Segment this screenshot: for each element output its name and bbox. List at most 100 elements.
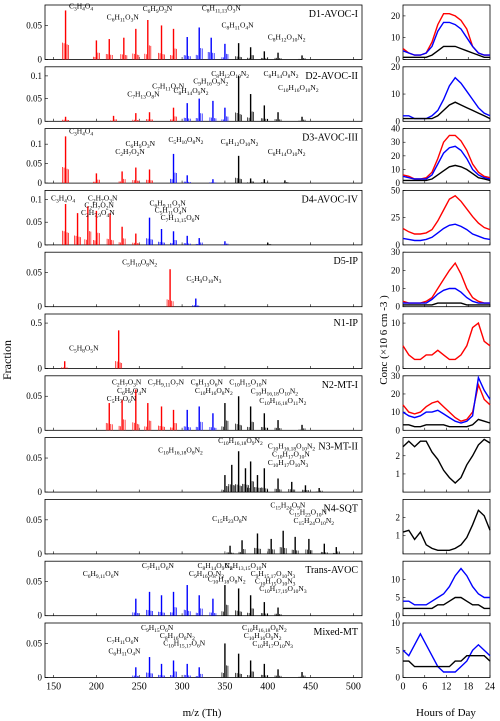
y-tick-label: 0.05 <box>26 515 42 525</box>
peak-label: C8H16O8N2 <box>160 631 195 642</box>
ts-y-tick-label: 10 <box>391 407 401 417</box>
diurnal-series-blue <box>402 145 491 180</box>
peak-label: C6H9O3N <box>126 139 156 150</box>
panel-title: N1-IP <box>334 318 359 329</box>
y-tick-label: 0 <box>38 611 43 621</box>
peak-label: C9H15,17O10N3 <box>251 569 296 580</box>
peak-label: C8H13O6N <box>191 378 224 389</box>
ts-y-tick-label: 5 <box>396 645 401 655</box>
y-tick-label: 0 <box>38 55 43 65</box>
peak-label: C5H7O6N <box>107 394 137 405</box>
x-tick-label-hour: 0 <box>401 682 406 693</box>
diurnal-series-blue <box>402 375 491 424</box>
x-tick-label-mz: 300 <box>175 682 190 693</box>
peak-label: C10H16,18O8N2 <box>158 446 203 457</box>
ts-y-tick-label: 25 <box>391 213 401 223</box>
peak-label: C5H11O4N <box>155 206 188 217</box>
ts-y-tick-label: 10 <box>391 89 401 99</box>
peak-label: C7H13,15O6N <box>161 213 201 224</box>
peak-label: C6H11O4N <box>108 647 141 658</box>
diurnal-series-blue <box>402 223 491 242</box>
y-tick-label: 0.05 <box>26 577 42 587</box>
peak-label: C3H4O4 <box>69 126 93 137</box>
peak-label: C7H13O8N <box>127 89 160 100</box>
diurnal-series-black <box>403 596 490 610</box>
ts-y-tick-label: 10 <box>391 574 401 584</box>
y-tick-label: 0 <box>38 673 43 683</box>
diurnal-series-blue <box>403 567 490 606</box>
x-tick-label-mz: 400 <box>260 682 275 693</box>
peak-label: C10H16O9N2 <box>244 631 282 642</box>
x-tick-label-mz: 200 <box>89 682 104 693</box>
peak-label: C9H16O8N2 <box>189 569 224 580</box>
ts-y-tick-label: 0 <box>396 673 401 683</box>
ts-y-tick-label: 0 <box>396 178 401 188</box>
timeseries-frame <box>402 622 491 678</box>
ts-y-tick-label: 0 <box>396 240 401 250</box>
panel-title: D3-AVOC-III <box>302 133 358 144</box>
panel-title: D5-IP <box>334 256 359 267</box>
spectrum-frame <box>44 560 363 617</box>
timeseries-frame <box>402 251 491 308</box>
diurnal-series-red <box>402 321 491 361</box>
peak-label: C10H15O10N3 <box>255 577 296 588</box>
panel-title: D4-AVOC-IV <box>302 194 359 205</box>
panel-trans-avoc: 0 0.05 C7H11O6N C6H9,11O6N C8H14O9N2C8H13,15… <box>26 560 491 621</box>
ts-y-tick-label: 20 <box>391 151 401 161</box>
panel-title: N3-MT-II <box>318 442 358 453</box>
peak-label: C10H15,17O6N <box>163 638 205 649</box>
peak-label: C15H24O10N2 <box>293 516 334 527</box>
y-tick-label: 0.05 <box>26 453 42 463</box>
diurnal-series-black <box>402 509 491 551</box>
y-tick-label: 0.05 <box>26 159 42 169</box>
peak-label: C8H12O10N2 <box>221 137 259 148</box>
panel-n3-mt-ii: 0 0.05 C10H16,18O9N2 C10H16,18O8N2 C10H16,18… <box>26 436 491 497</box>
y-tick-label: 0.1 <box>31 194 42 204</box>
peak-label: C10H17,19O10N3 <box>259 584 307 595</box>
panel-title: N4-SQT <box>324 503 358 514</box>
diurnal-series-black <box>403 302 490 306</box>
y-tick-label: 0.1 <box>31 139 42 149</box>
ts-y-tick-label: 2 <box>396 513 401 523</box>
y-tick-label: 0 <box>38 240 43 250</box>
y-axis-title-conc: Conc (×10 6 cm -3 ) <box>378 295 390 385</box>
diurnal-series-black <box>403 101 491 120</box>
y-tick-label: 0 <box>38 425 43 435</box>
spectrum-frame <box>44 313 363 369</box>
panel-mixed-mt: 00.05 C7H11O6NC6H11O4NC9H15O6NC8H16O8N2C1… <box>26 618 491 683</box>
diurnal-series-red <box>402 134 491 180</box>
x-tick-label-hour: 24 <box>485 682 495 693</box>
timeseries-frame <box>402 189 491 246</box>
timeseries-frame <box>402 560 491 617</box>
ts-y-tick-label: 10 <box>391 33 401 43</box>
ts-y-tick-label: 20 <box>391 11 401 21</box>
shared-axes-group: m/z (Th) Hours of Day Fraction Conc (×10… <box>0 295 476 719</box>
peak-label: C9H15O6N <box>141 623 174 634</box>
peak-label: C7H11O6N <box>107 635 140 646</box>
peak-label: C2H7O3N <box>88 193 118 204</box>
x-tick-label-mz: 150 <box>46 682 61 693</box>
peak-label: C6H9,11O3N <box>150 198 187 209</box>
panel-n1-ip: 0 0.5 C5H8O5N N1-IP 0 10 <box>31 313 491 374</box>
panel-title: D1-AVOC-I <box>309 9 358 20</box>
y-tick-label: 0.5 <box>31 318 43 328</box>
peak-label: C7H11O7N <box>152 82 185 93</box>
peak-label: C10H17O10N3 <box>268 458 309 469</box>
x-tick-label-mz: 350 <box>217 682 232 693</box>
peak-label: C5H10O8N2 <box>122 257 157 268</box>
y-tick-label: 0 <box>38 487 43 497</box>
y-tick-label: 0 <box>38 116 43 126</box>
peak-label: C2H7O2N <box>84 201 114 212</box>
timeseries-frame <box>402 498 491 555</box>
panel-title: D2-AVOC-II <box>305 71 358 82</box>
diurnal-series-red <box>402 261 490 304</box>
x-tick-label-mz: 250 <box>132 682 147 693</box>
ts-y-tick-label: 20 <box>391 389 401 399</box>
peak-label: C8H11O4N <box>221 20 254 31</box>
y-tick-label: 0 <box>38 302 43 312</box>
y-tick-label: 0.1 <box>31 71 42 81</box>
peak-label: C5H10O8N2 <box>168 135 203 146</box>
